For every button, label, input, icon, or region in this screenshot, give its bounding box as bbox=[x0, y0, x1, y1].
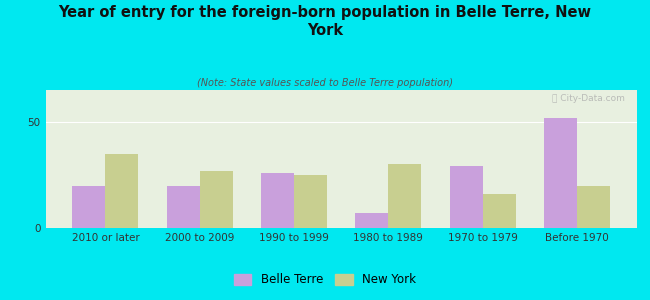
Text: Year of entry for the foreign-born population in Belle Terre, New
York: Year of entry for the foreign-born popul… bbox=[58, 4, 592, 38]
Bar bbox=[294, 175, 327, 228]
Bar bbox=[544, 118, 577, 228]
Bar bbox=[105, 154, 138, 228]
Bar bbox=[166, 185, 200, 228]
Bar bbox=[450, 167, 483, 228]
Bar bbox=[200, 171, 233, 228]
Legend: Belle Terre, New York: Belle Terre, New York bbox=[229, 269, 421, 291]
Text: ⓘ City-Data.com: ⓘ City-Data.com bbox=[552, 94, 625, 103]
Text: (Note: State values scaled to Belle Terre population): (Note: State values scaled to Belle Terr… bbox=[197, 78, 453, 88]
Bar bbox=[389, 164, 421, 228]
Bar bbox=[577, 185, 610, 228]
Bar bbox=[261, 173, 294, 228]
Bar bbox=[483, 194, 516, 228]
Bar bbox=[356, 213, 389, 228]
Bar bbox=[72, 185, 105, 228]
